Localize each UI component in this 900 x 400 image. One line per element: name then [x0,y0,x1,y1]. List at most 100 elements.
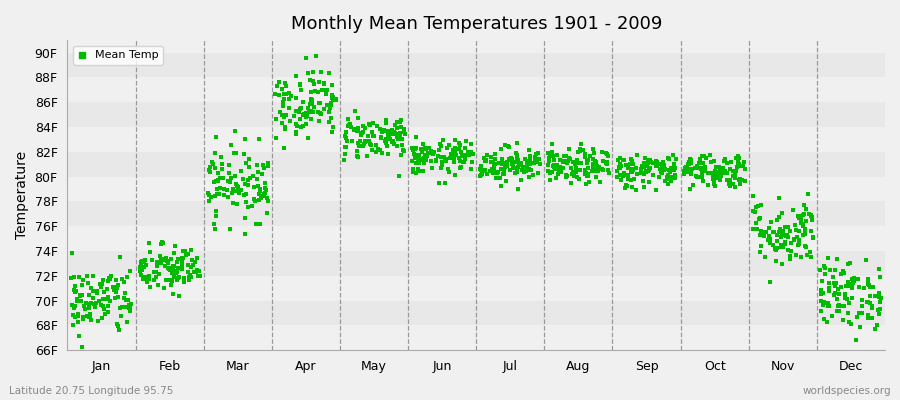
Point [163,265,177,271]
Point [277,123,292,130]
Point [679,164,693,170]
Point [390,134,404,140]
Point [600,167,615,173]
Point [324,115,338,121]
Point [695,173,709,180]
Point [391,136,405,143]
Point [307,81,321,87]
Point [552,168,566,175]
Point [299,114,313,120]
Point [208,165,222,172]
Point [355,130,369,136]
Point [490,170,504,176]
Point [81,279,95,286]
Point [526,172,540,178]
Point [551,170,565,177]
Point [225,190,239,196]
Point [409,155,423,161]
Point [641,160,655,166]
Point [796,210,811,217]
Point [544,168,559,175]
Point [847,275,861,282]
Point [258,190,273,196]
Point [393,134,408,140]
Point [572,167,587,173]
Point [229,150,243,156]
Point [688,165,703,172]
Point [653,169,668,175]
Point [757,233,771,240]
Point [715,168,729,174]
Point [168,268,183,274]
Point [701,170,716,176]
Point [505,161,519,167]
Point [799,243,814,250]
Point [94,302,108,308]
Point [617,171,632,177]
Point [629,187,643,193]
Point [289,128,303,135]
Point [770,217,784,224]
Point [621,176,635,182]
Point [832,302,846,308]
Point [506,163,520,170]
Point [261,160,275,166]
Point [614,177,628,183]
Point [498,142,512,149]
Point [509,152,524,158]
Point [417,157,431,163]
Point [850,314,864,320]
Point [161,260,176,267]
Point [720,160,734,166]
Point [792,213,806,219]
Point [571,149,585,155]
Point [617,169,632,176]
Point [169,276,184,282]
Point [135,266,149,273]
Point [406,146,420,152]
Point [390,132,404,138]
Point [255,170,269,177]
Point [790,234,805,240]
Point [410,153,424,159]
Point [762,233,777,239]
Point [86,273,101,280]
Point [347,126,362,132]
Point [299,54,313,61]
Point [512,160,526,167]
Point [79,300,94,306]
Point [570,174,584,180]
Point [172,293,186,299]
Point [526,160,541,166]
Point [861,314,876,321]
Point [519,160,534,167]
Point [778,239,793,245]
Point [509,150,524,156]
Point [248,198,262,205]
Point [838,291,852,297]
Point [68,283,83,289]
Point [260,210,274,216]
Point [258,187,273,193]
Point [296,122,310,129]
Point [589,158,603,165]
Point [357,138,372,144]
Point [511,164,526,170]
Bar [68,226,885,251]
Point [356,123,370,130]
Point [678,169,692,176]
Point [487,164,501,170]
Point [447,172,462,178]
Point [506,163,520,170]
Point [256,193,270,200]
Point [362,121,376,128]
Point [592,163,607,170]
Point [390,125,404,132]
Point [852,324,867,330]
Point [425,150,439,156]
Point [770,232,784,238]
Point [356,143,370,149]
Point [753,242,768,249]
Point [722,181,736,187]
Point [230,184,245,191]
